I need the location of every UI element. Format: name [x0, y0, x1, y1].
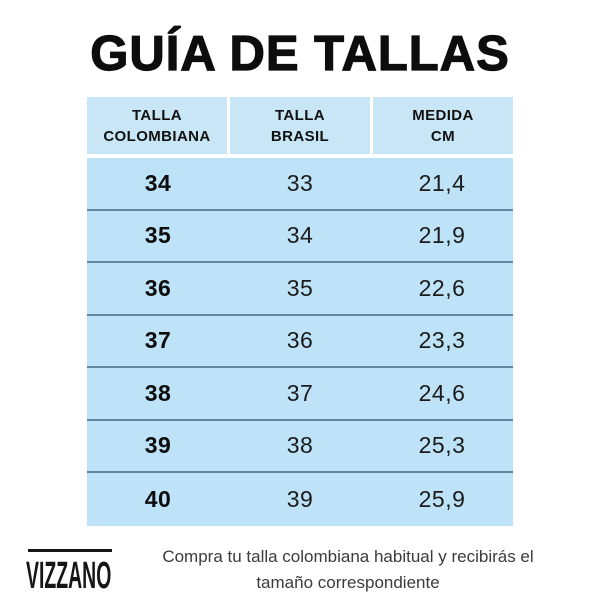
cell-medida-cm: 24,6: [418, 379, 466, 406]
header-line: MEDIDA: [412, 106, 474, 124]
cell-medida-cm: 22,6: [418, 274, 466, 301]
cell-talla-brasil: 38: [286, 432, 314, 459]
cell-medida-cm: 25,9: [418, 485, 466, 512]
header-line: TALLA: [274, 106, 326, 124]
header-line: BRASIL: [270, 127, 330, 145]
cell-talla-brasil: 35: [286, 274, 314, 301]
header-line: TALLA: [131, 106, 183, 124]
table-row: 40 39 25,9: [87, 473, 513, 526]
cell-talla-brasil: 37: [286, 379, 314, 406]
page-title: GUÍA DE TALLAS: [90, 26, 510, 81]
cell-talla-brasil: 34: [286, 222, 314, 249]
table-row: 38 37 24,6: [87, 368, 513, 421]
header-line: COLOMBIANA: [103, 127, 211, 145]
size-table-body: 34 33 21,4 35 34 21,9 36 35 22,6 37 36 2…: [87, 158, 513, 526]
footer-note: Compra tu talla colombiana habitual y re…: [122, 544, 574, 597]
header-cell-talla-colombiana: TALLA COLOMBIANA: [87, 97, 227, 154]
size-table: TALLA COLOMBIANA TALLA BRASIL MEDIDA CM …: [87, 97, 513, 526]
footer: VIZZANO Compra tu talla colombiana habit…: [0, 544, 600, 597]
cell-medida-cm: 21,4: [418, 169, 466, 196]
cell-medida-cm: 21,9: [418, 222, 466, 249]
table-row: 37 36 23,3: [87, 316, 513, 368]
table-row: 36 35 22,6: [87, 263, 513, 316]
table-row: 35 34 21,9: [87, 211, 513, 263]
cell-talla-colombiana: 39: [144, 432, 172, 459]
logo-overline: [28, 548, 112, 552]
cell-talla-brasil: 36: [286, 327, 314, 354]
header-cell-talla-brasil: TALLA BRASIL: [230, 97, 370, 154]
cell-talla-brasil: 33: [286, 169, 314, 196]
header-cell-medida-cm: MEDIDA CM: [373, 97, 513, 154]
cell-talla-brasil: 39: [286, 485, 314, 512]
brand-wordmark: VIZZANO: [26, 553, 112, 597]
cell-talla-colombiana: 40: [144, 485, 172, 512]
footer-note-line2: tamaño correspondiente: [256, 572, 440, 592]
size-table-header: TALLA COLOMBIANA TALLA BRASIL MEDIDA CM: [87, 97, 513, 154]
cell-talla-colombiana: 34: [144, 169, 172, 196]
vizzano-logo: VIZZANO: [26, 547, 122, 596]
cell-talla-colombiana: 38: [144, 379, 172, 406]
table-row: 34 33 21,4: [87, 158, 513, 211]
cell-talla-colombiana: 35: [144, 222, 172, 249]
cell-talla-colombiana: 36: [144, 274, 172, 301]
table-row: 39 38 25,3: [87, 421, 513, 473]
header-line: CM: [430, 127, 456, 145]
footer-note-line1: Compra tu talla colombiana habitual y re…: [162, 546, 534, 566]
cell-medida-cm: 23,3: [418, 327, 466, 354]
cell-talla-colombiana: 37: [144, 327, 172, 354]
cell-medida-cm: 25,3: [418, 432, 466, 459]
